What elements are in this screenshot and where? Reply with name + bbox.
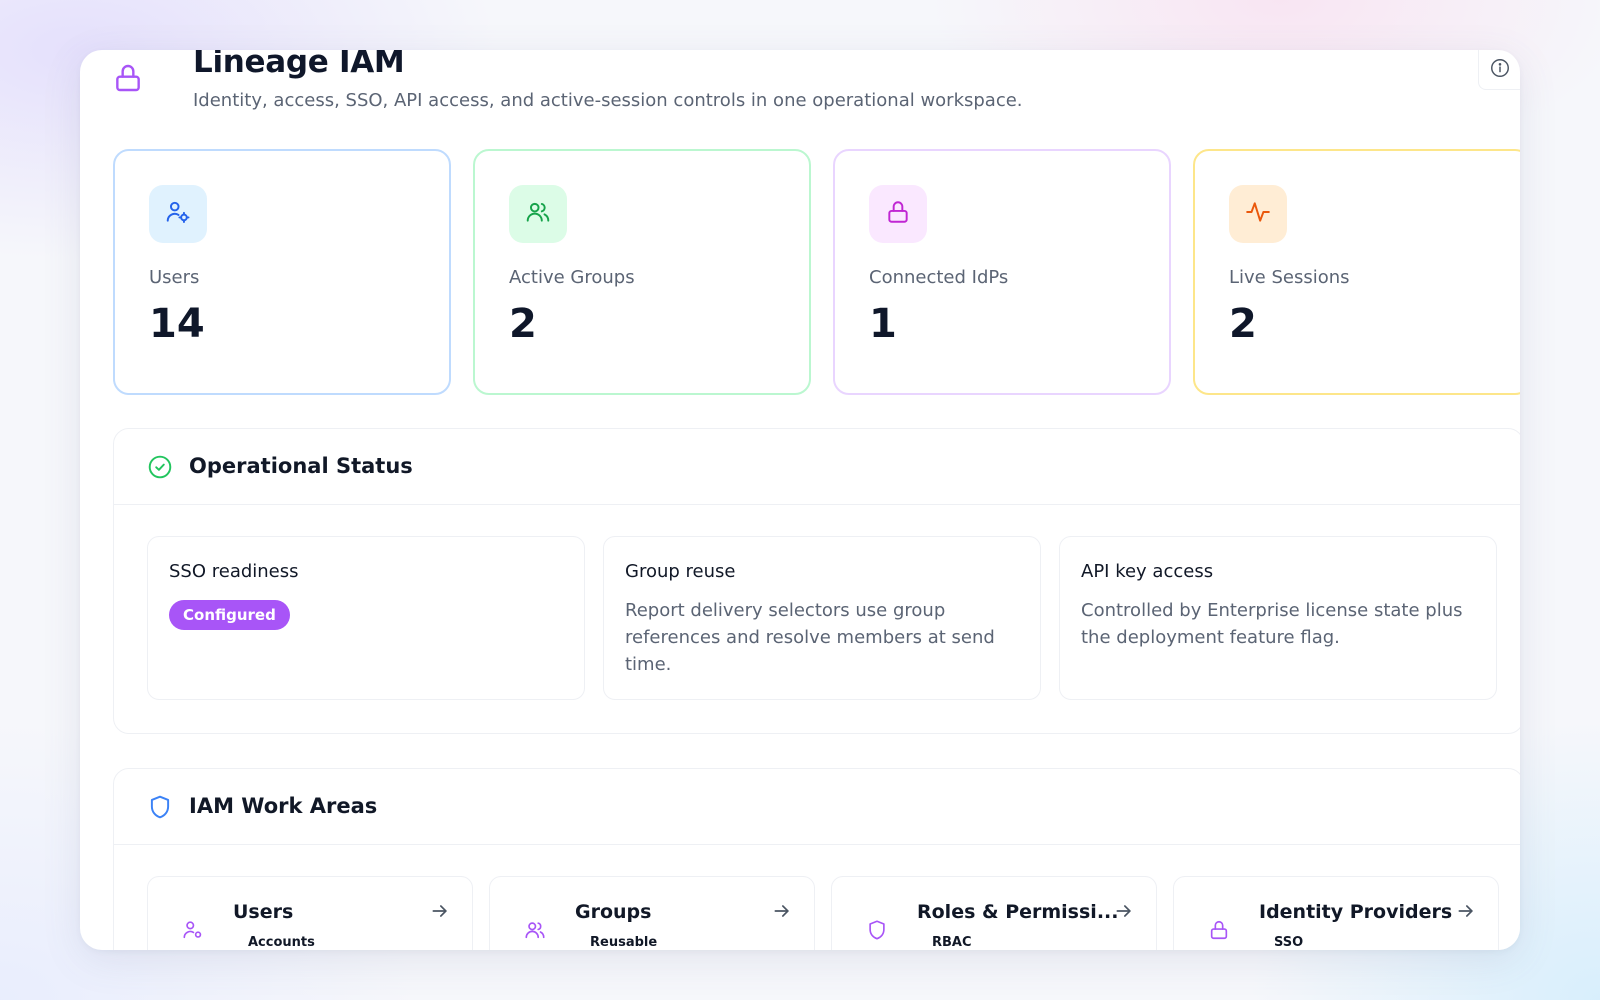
- status-card-group-reuse: Group reuse Report delivery selectors us…: [603, 536, 1041, 700]
- work-area-groups[interactable]: Groups Reusable: [489, 876, 815, 950]
- operational-status-panel: Operational Status SSO readiness Configu…: [113, 428, 1520, 734]
- stat-card-live-sessions[interactable]: Live Sessions 2: [1193, 149, 1520, 395]
- stat-label: Users: [149, 267, 200, 288]
- status-card-title: API key access: [1081, 561, 1214, 582]
- status-card-description: Report delivery selectors use group refe…: [625, 600, 995, 675]
- stat-card-users[interactable]: Users 14: [113, 149, 451, 395]
- stat-icon-box: [149, 185, 207, 243]
- shield-icon: [147, 794, 173, 820]
- work-area-roles-permissions[interactable]: Roles & Permissi... RBAC: [831, 876, 1157, 950]
- work-area-title: Groups: [575, 901, 652, 923]
- lock-icon: [885, 199, 911, 229]
- stat-icon-box: [1229, 185, 1287, 243]
- stat-card-active-groups[interactable]: Active Groups 2: [473, 149, 811, 395]
- page-title: Lineage IAM: [193, 50, 405, 80]
- page-subtitle: Identity, access, SSO, API access, and a…: [193, 90, 1023, 111]
- work-area-identity-providers[interactable]: Identity Providers SSO: [1173, 876, 1499, 950]
- panel-title: Operational Status: [189, 454, 413, 478]
- status-card-title: SSO readiness: [169, 561, 299, 582]
- panel-header: IAM Work Areas: [114, 769, 1520, 845]
- page-header: Lineage IAM Identity, access, SSO, API a…: [112, 50, 1520, 130]
- panel-header: Operational Status: [114, 429, 1520, 505]
- status-badge: Configured: [169, 600, 290, 630]
- work-area-tag: SSO: [1274, 935, 1304, 950]
- work-area-users[interactable]: Users Accounts: [147, 876, 473, 950]
- stat-label: Active Groups: [509, 267, 635, 288]
- arrow-right-icon[interactable]: [1114, 901, 1134, 921]
- arrow-right-icon[interactable]: [1456, 901, 1476, 921]
- activity-icon: [1245, 199, 1271, 229]
- status-card-sso-readiness: SSO readiness Configured: [147, 536, 585, 700]
- work-areas-panel: IAM Work Areas Users Accounts Groups Reu…: [113, 768, 1520, 950]
- lock-icon: [112, 62, 144, 94]
- status-card-description: Controlled by Enterprise license state p…: [1081, 600, 1463, 648]
- shield-icon: [866, 919, 888, 941]
- work-area-title: Roles & Permissi...: [917, 901, 1119, 923]
- panel-title: IAM Work Areas: [189, 794, 378, 818]
- info-button[interactable]: [1478, 50, 1520, 90]
- stat-icon-box: [509, 185, 567, 243]
- arrow-right-icon[interactable]: [772, 901, 792, 921]
- work-area-title: Users: [233, 901, 294, 923]
- stat-value: 2: [509, 301, 537, 347]
- stat-icon-box: [869, 185, 927, 243]
- arrow-right-icon[interactable]: [430, 901, 450, 921]
- iam-window: Lineage IAM Identity, access, SSO, API a…: [80, 50, 1520, 950]
- work-area-tag: RBAC: [932, 935, 972, 950]
- user-cog-icon: [165, 199, 191, 229]
- stat-value: 1: [869, 301, 897, 347]
- work-area-tag: Accounts: [248, 935, 315, 950]
- stat-card-connected-idps[interactable]: Connected IdPs 1: [833, 149, 1171, 395]
- status-card-api-key-access: API key access Controlled by Enterprise …: [1059, 536, 1497, 700]
- check-circle-icon: [147, 454, 173, 480]
- lock-icon: [1208, 919, 1230, 941]
- stat-label: Connected IdPs: [869, 267, 1009, 288]
- info-icon: [1489, 57, 1511, 83]
- stats-row: Users 14 Active Groups 2: [113, 149, 1520, 395]
- user-cog-icon: [182, 919, 204, 941]
- stat-label: Live Sessions: [1229, 267, 1350, 288]
- stat-value: 2: [1229, 301, 1257, 347]
- status-card-title: Group reuse: [625, 561, 736, 582]
- users-icon: [525, 199, 551, 229]
- work-area-title: Identity Providers: [1259, 901, 1453, 923]
- stat-value: 14: [149, 301, 205, 347]
- users-icon: [524, 919, 546, 941]
- work-area-tag: Reusable: [590, 935, 658, 950]
